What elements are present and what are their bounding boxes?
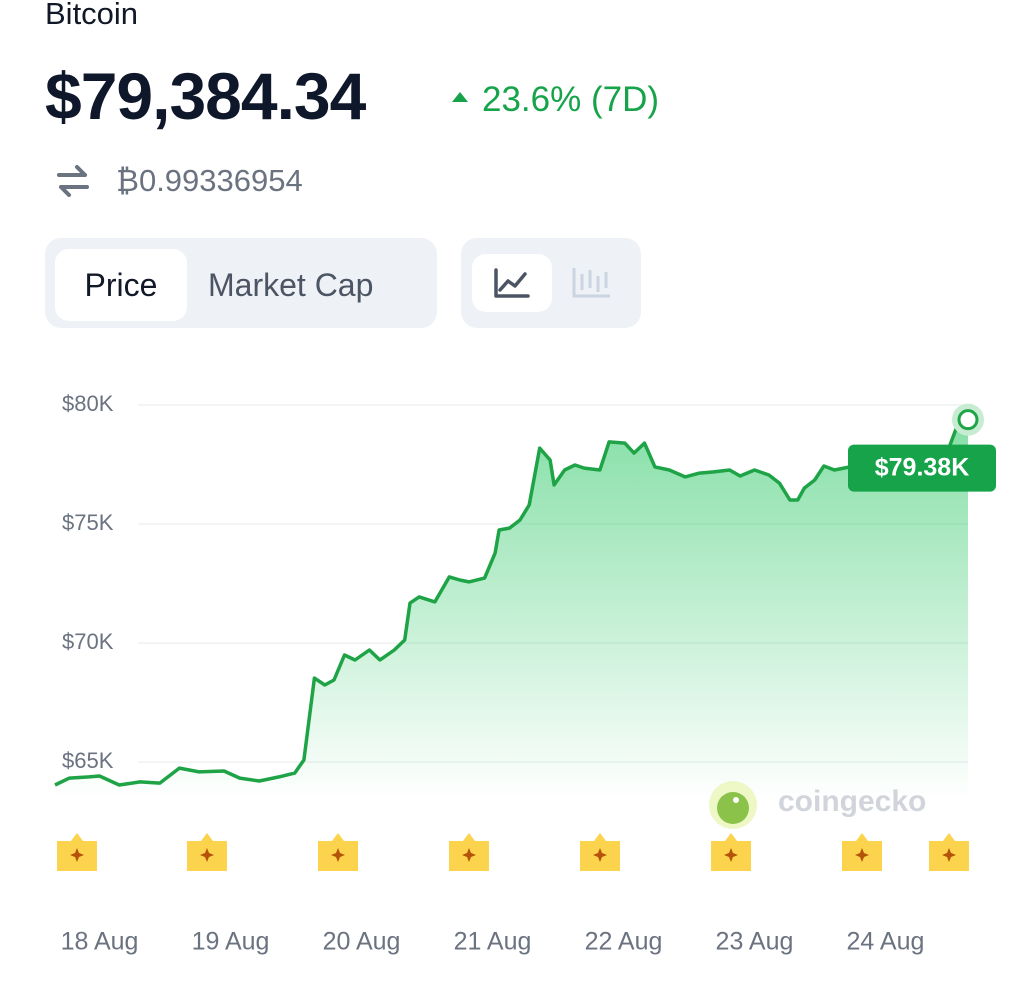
event-markers: [57, 833, 969, 871]
coin-price: $79,384.34: [45, 59, 366, 133]
watermark-text: coingecko: [778, 785, 926, 818]
y-tick-label: $70K: [62, 629, 114, 654]
x-tick-label: 20 Aug: [323, 928, 401, 956]
x-tick-label: 24 Aug: [847, 928, 925, 956]
end-point: [957, 409, 979, 431]
price-tab[interactable]: Price: [55, 249, 187, 321]
price-label: $79.38K: [848, 444, 996, 492]
price-label-box: [848, 444, 996, 492]
y-tick-label: $80K: [62, 391, 114, 416]
price-chart: $65K $70K $75K $80K 18 Aug 19 Aug 20 Aug 21 Aug…: [54, 391, 996, 956]
y-tick-label: $65K: [62, 748, 114, 773]
x-tick-label: 19 Aug: [192, 928, 270, 956]
x-tick-label: 18 Aug: [61, 928, 139, 956]
swap-icon: [57, 165, 89, 197]
price-area: [55, 419, 968, 800]
candlestick-button[interactable]: [566, 262, 616, 304]
up-arrow: [452, 92, 468, 102]
price-label-text: $79.38K: [875, 453, 970, 481]
line-chart-button[interactable]: [472, 254, 552, 312]
x-tick-label: 23 Aug: [716, 928, 794, 956]
y-tick-label: $75K: [62, 510, 114, 535]
price-line: [54, 418, 969, 787]
market-cap-tab[interactable]: Market Cap: [208, 267, 374, 303]
x-tick-label: 21 Aug: [454, 928, 532, 956]
price-change: 23.6% (7D): [482, 80, 660, 119]
btc-price: ₿0.99336954: [116, 163, 303, 198]
watermark: coingecko: [709, 781, 926, 829]
x-tick-label: 22 Aug: [585, 928, 663, 956]
line-chart-icon: [494, 268, 530, 298]
coin-name: Bitcoin: [45, 0, 139, 31]
